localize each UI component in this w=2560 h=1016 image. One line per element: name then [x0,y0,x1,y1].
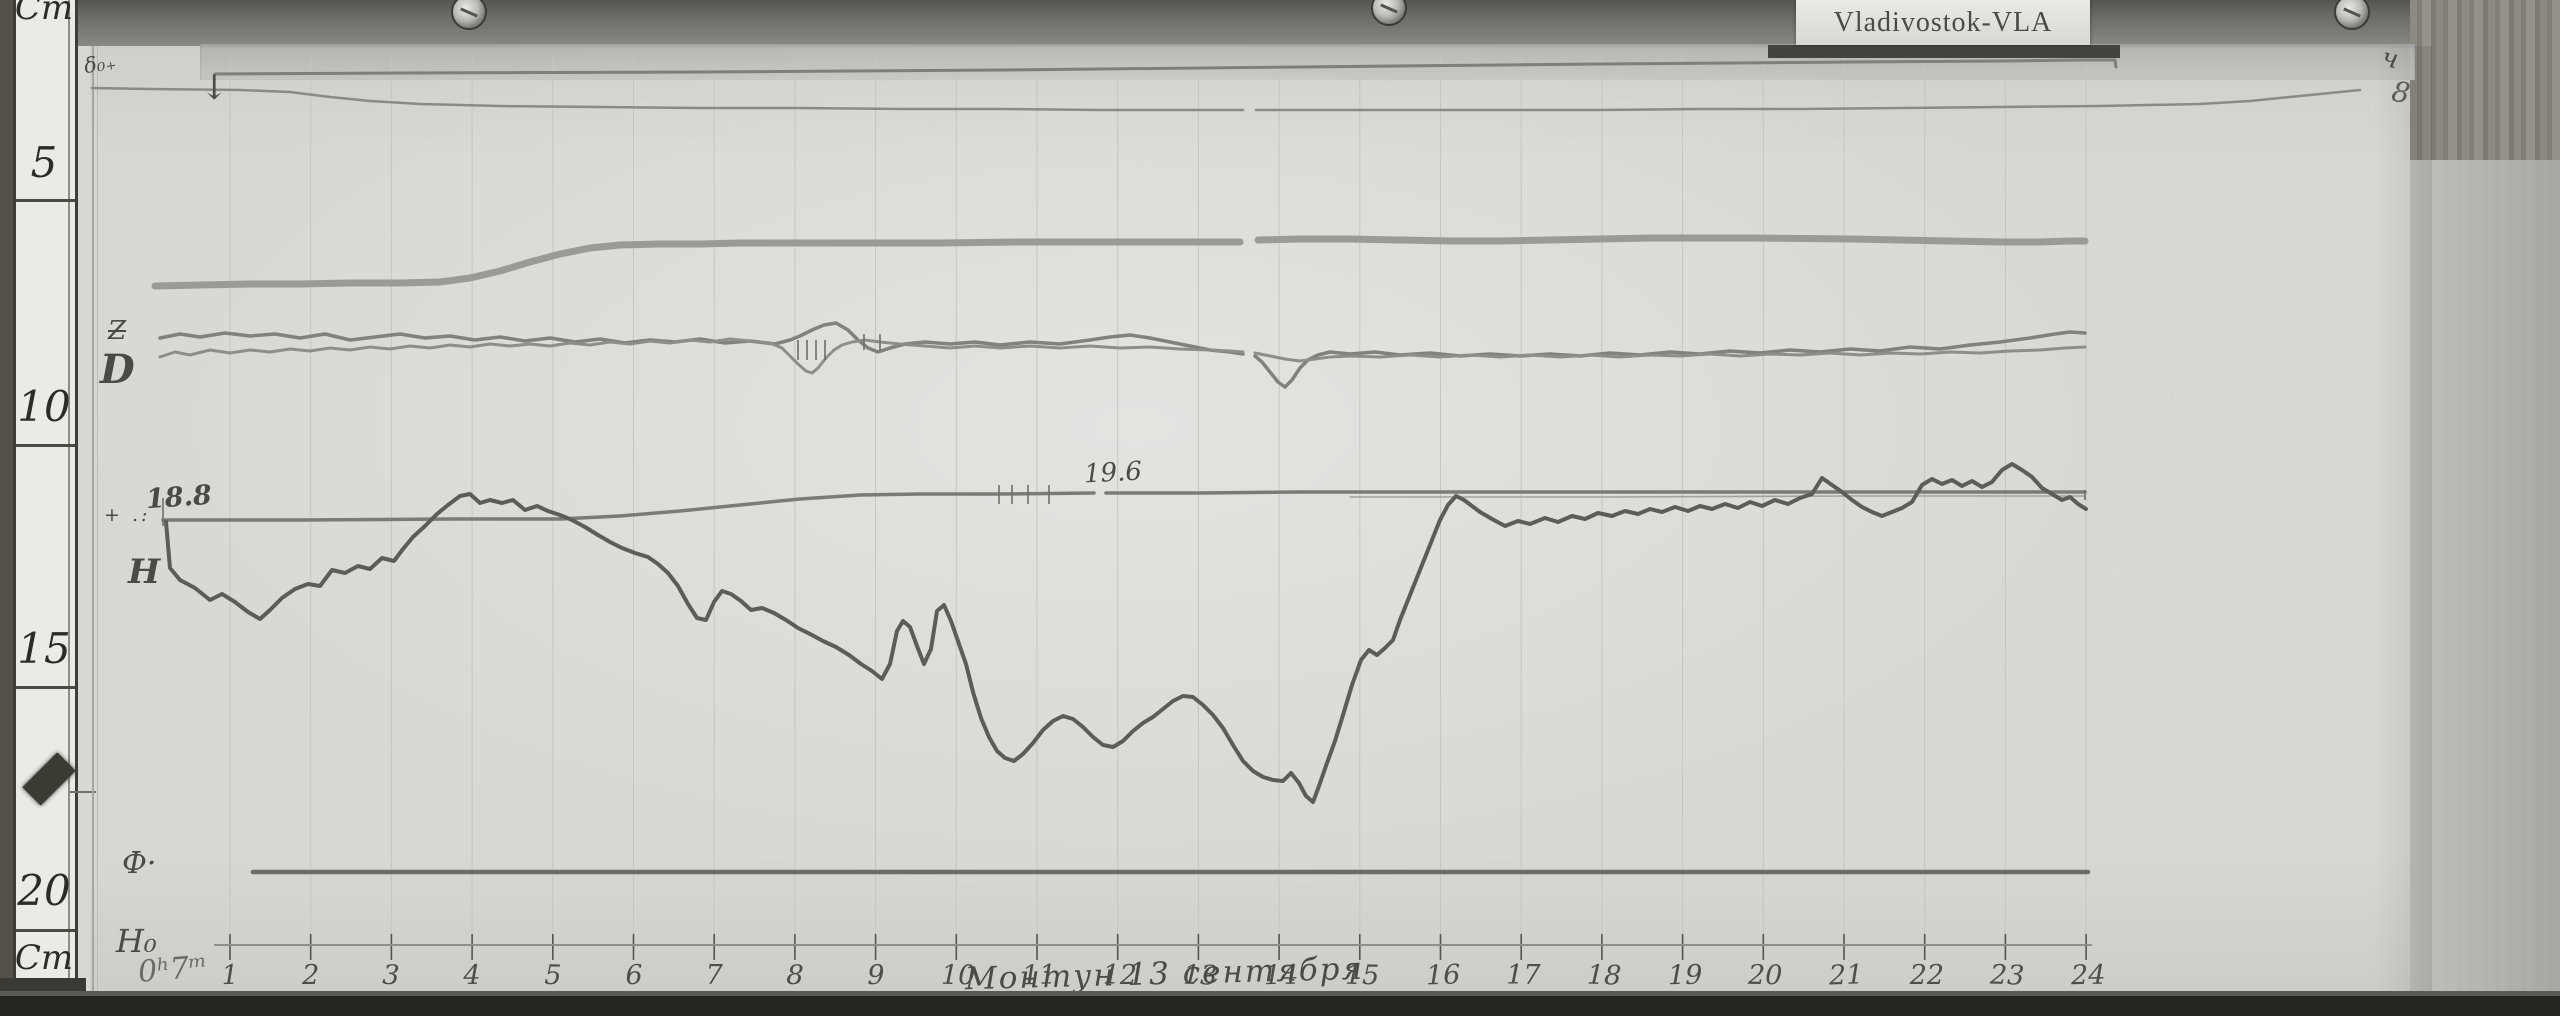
hour-label-2: 2 [302,960,320,991]
top-left-arrow: ↓ [200,68,229,108]
z-trace-label: Z [108,316,127,346]
hour-label-6: 6 [624,959,643,992]
top-left-note: δ₀₊ [82,49,118,79]
ruler-inner-line [68,0,70,985]
screw-icon [451,0,487,30]
table-top-edge [0,0,2560,46]
ruler-division [16,929,75,932]
diamond-pointer-line [70,791,96,793]
hour-label-4: 4 [463,959,481,992]
ruler-division [16,686,75,689]
hour-label-9: 9 [866,959,885,992]
hour-label-18: 18 [1586,959,1622,992]
ruler-left-edge [0,0,13,996]
paper-left-edge-faint [97,46,98,995]
h-trace-label: Н [128,552,161,592]
plate-shadow [1768,45,2120,58]
hour-label-7: 7 [705,960,723,991]
ruler-mark-20: 20 [17,866,71,915]
d-trace-label: D [100,346,135,393]
ruler-unit-bottom: Cm [14,938,74,978]
ruler-division [16,199,75,202]
hour-label-1: 1 [220,959,240,992]
hour-label-19: 19 [1667,959,1703,992]
scale-value-18-8: 18.8 [144,479,213,516]
hour-label-12: 12 [1102,960,1138,991]
paper-right-curl [2410,160,2560,1016]
hour-label-23: 23 [1989,959,2026,992]
station-name-plate: Vladivostok-VLA [1796,0,2090,45]
scale-value-prefix: + .: [104,504,151,526]
station-name-label: Vladivostok-VLA [1833,6,2053,38]
hour-label-5: 5 [543,959,562,992]
table-bottom-seam [0,991,2560,997]
scale-value-19-6: 19.6 [1083,456,1143,490]
phi-baseline-label: Ф· [122,846,157,881]
ruler-division [16,444,75,447]
hour-label-20: 20 [1748,959,1783,992]
hour-label-8: 8 [785,959,805,992]
hour-label-22: 22 [1909,960,1945,991]
h0-axis-label: Н₀ [116,922,157,960]
paper-left-edge [92,46,94,995]
cm-ruler [13,0,78,985]
hour-label-3: 3 [382,959,401,992]
hour-label-17: 17 [1506,960,1541,991]
ruler-unit-top: Cm [14,0,74,28]
right-shadow [2372,46,2432,996]
hour-label-21: 21 [1828,959,1864,992]
ruler-mark-15: 15 [17,624,71,673]
hour-label-16: 16 [1424,959,1461,992]
ruler-mark-5: 5 [30,138,58,187]
screw-icon [2334,0,2370,30]
hour-label-24: 24 [2070,959,2106,992]
photo-paper [90,46,2410,996]
table-bottom-edge [0,996,2560,1016]
ruler-mark-10: 10 [17,382,71,431]
start-time-note: 0ʰ7ᵐ [136,949,209,990]
